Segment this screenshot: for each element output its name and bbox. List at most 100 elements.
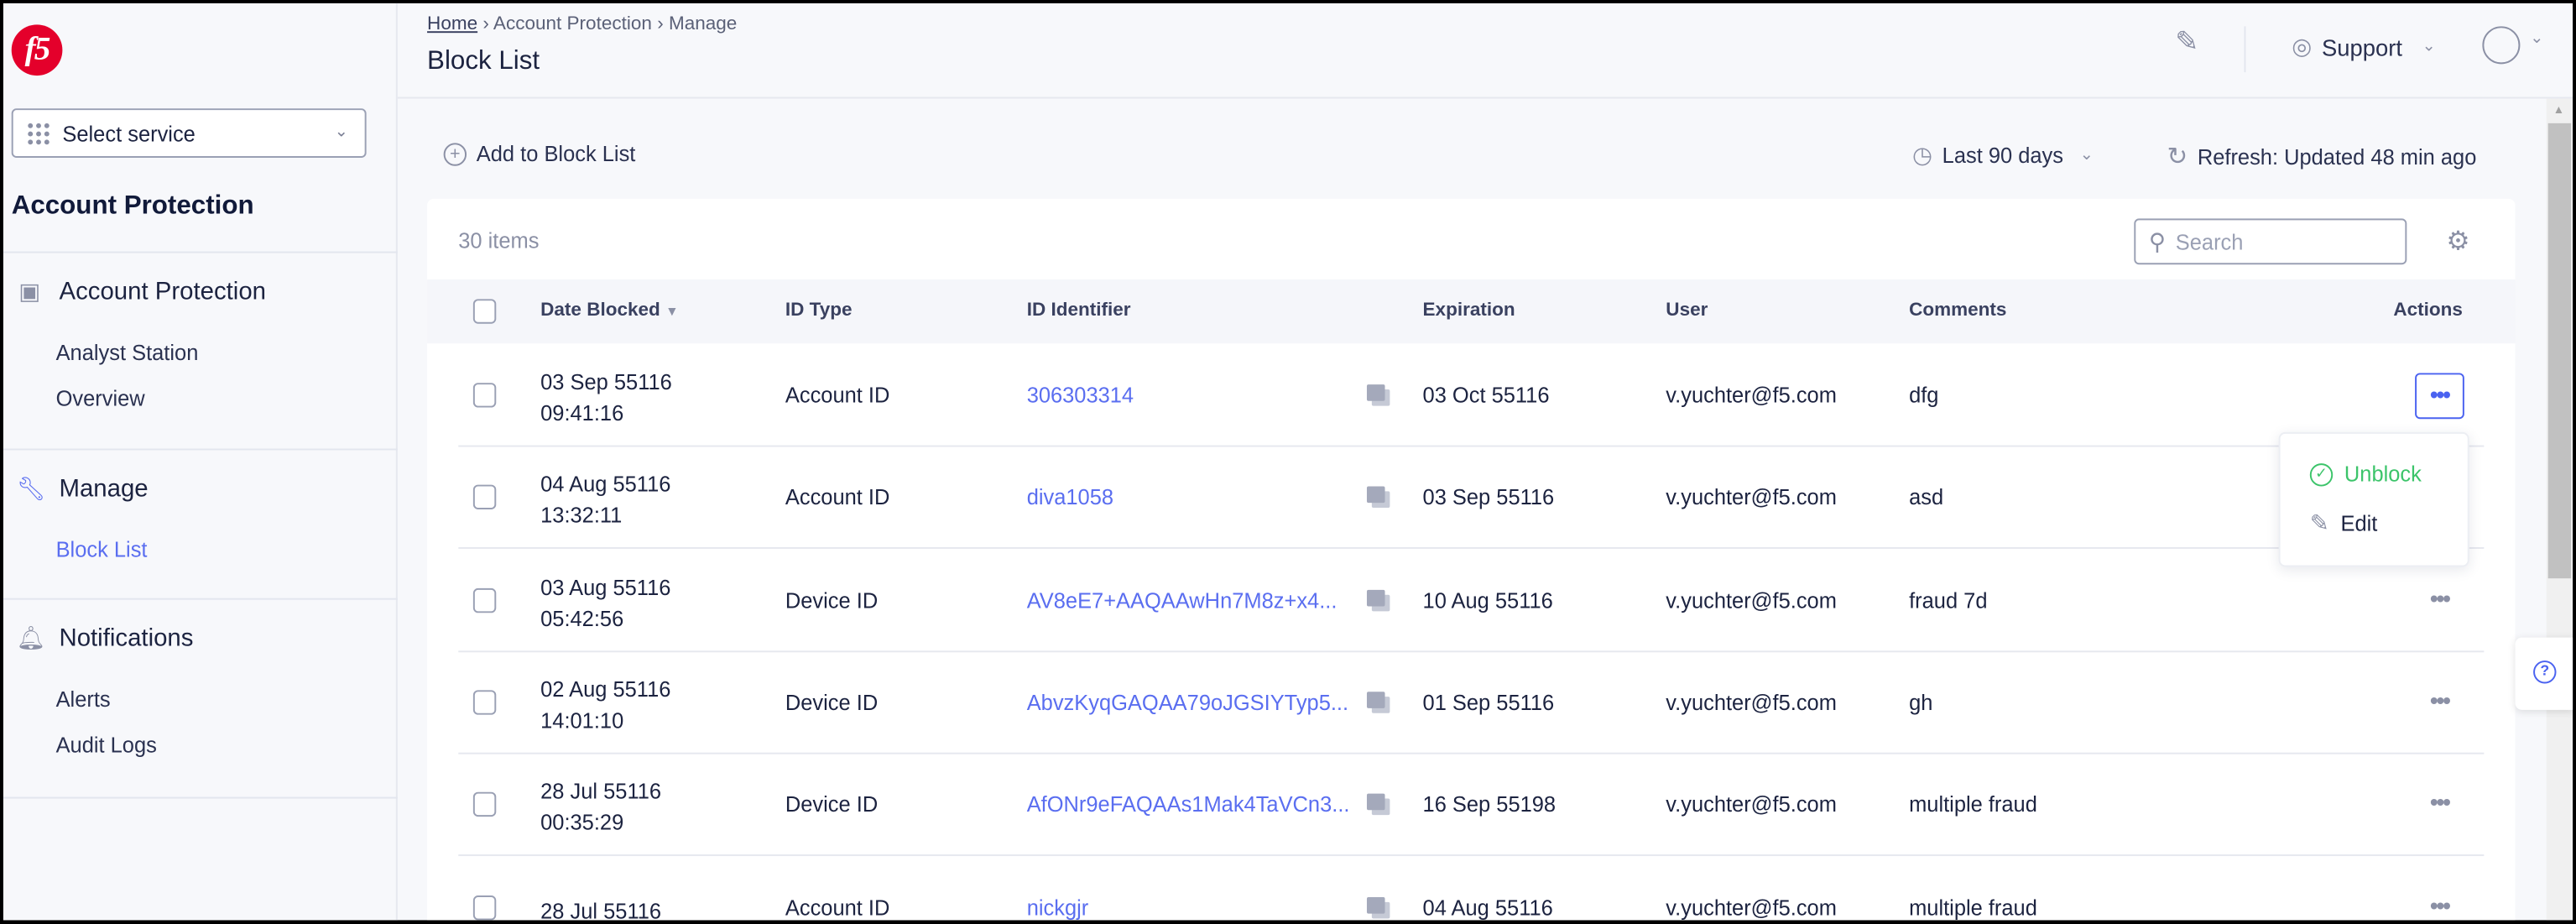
support-label: Support [2321,34,2402,60]
add-to-block-list-button[interactable]: + Add to Block List [443,141,636,166]
row-divider [458,445,2485,447]
comments-cell: gh [1909,690,1933,715]
search-icon: ⚲ [2148,227,2167,254]
chevron-down-icon: ⌄ [2079,146,2094,164]
section-label: Notifications [59,624,194,653]
row-checkbox[interactable] [472,485,497,510]
id-identifier-link[interactable]: diva1058 [1026,485,1114,510]
refresh-icon: ↻ [2167,143,2188,171]
column-comments: Comments [1909,300,2007,321]
date-blocked-cell: 28 Jul 55116 [540,895,661,920]
sidebar-item-alerts[interactable]: Alerts [55,686,111,712]
date-range-dropdown[interactable]: ◷ Last 90 days ⌄ [1912,141,2094,169]
comments-cell: fraud 7d [1909,587,1988,613]
sidebar-item-overview[interactable]: Overview [55,386,145,411]
date: 28 Jul 55116 [540,897,662,921]
id-type-cell: Device ID [785,792,879,817]
unblock-menu-item[interactable]: ✓ Unblock [2309,462,2422,487]
chevron-right-icon: › [482,14,493,35]
time: 00:35:29 [540,810,624,835]
more-actions-button[interactable]: ••• [2430,789,2451,816]
copy-icon[interactable] [1366,589,1390,611]
row-checkbox[interactable] [472,792,497,817]
copy-icon[interactable] [1366,794,1390,816]
sidebar-section-notifications[interactable]: 🔔︎ Notifications [17,624,194,652]
column-date-blocked[interactable]: Date Blocked ▼ [540,300,679,321]
date-blocked-cell: 04 Aug 55116 13:32:11 [540,469,670,531]
main-content: Home › Account Protection › Manage Block… [397,3,2573,921]
id-type-cell: Account ID [785,485,890,510]
copy-icon[interactable] [1366,384,1390,406]
section-label: Manage [59,474,149,504]
f5-logo[interactable]: f5 [11,24,63,76]
dashboard-icon: ▣ [18,277,41,305]
id-type-cell: Account ID [785,383,890,408]
user-cell: v.yuchter@f5.com [1666,587,1837,613]
select-all-checkbox[interactable] [472,299,497,324]
scrollbar-thumb[interactable] [2547,123,2572,579]
row-divider [458,547,2485,550]
column-expiration: Expiration [1422,300,1515,321]
sidebar-item-audit-logs[interactable]: Audit Logs [55,733,157,758]
select-service-dropdown[interactable]: Select service ⌄ [11,108,367,158]
chevron-down-icon: ⌄ [2422,38,2436,56]
column-actions: Actions [2393,300,2463,321]
row-checkbox[interactable] [472,895,497,920]
copy-icon[interactable] [1366,487,1390,509]
add-label: Add to Block List [476,141,636,166]
question-icon: ? [2533,660,2557,684]
copy-icon[interactable] [1366,692,1390,713]
refresh-button[interactable]: ↻ Refresh: Updated 48 min ago [2167,141,2476,170]
id-identifier-link[interactable]: AV8eE7+AAQAAwHn7M8z+x4... [1026,587,1338,613]
row-checkbox[interactable] [472,690,497,715]
edit-menu-item[interactable]: ✎ Edit [2310,509,2378,537]
date: 03 Aug 55116 [540,574,671,599]
sidebar-item-block-list[interactable]: Block List [55,537,148,562]
copy-icon[interactable] [1366,896,1390,918]
sidebar-section-account-protection[interactable]: ▣ Account Protection [17,278,266,305]
breadcrumb-account-protection: Account Protection [493,14,652,35]
date-blocked-cell: 02 Aug 55116 14:01:10 [540,674,670,736]
sidebar-item-analyst-station[interactable]: Analyst Station [55,340,199,365]
date: 28 Jul 55116 [540,779,662,804]
gear-icon[interactable]: ⚙ [2446,228,2470,257]
block-list-table: 30 items ⚲ Search ⚙ Date Blocked ▼ ID Ty… [427,198,2516,921]
divider [2244,26,2246,73]
breadcrumb-home[interactable]: Home [427,14,478,35]
row-checkbox[interactable] [472,587,497,613]
more-actions-button[interactable]: ••• [2415,373,2464,420]
user-avatar-icon[interactable] [2482,26,2521,65]
divider [3,251,398,253]
grid-icon [28,122,50,144]
chevron-down-icon[interactable]: ⌄ [2530,29,2544,48]
sidebar-section-manage[interactable]: 🔧︎ Manage [17,475,149,503]
wrench-icon: 🔧︎ [16,474,46,502]
date: 04 Aug 55116 [540,472,671,497]
search-input[interactable]: ⚲ Search [2134,218,2407,265]
table-header: Date Blocked ▼ ID Type ID Identifier Exp… [427,279,2516,344]
more-actions-button[interactable]: ••• [2430,891,2451,918]
pen-icon[interactable]: ✎ [2175,26,2199,58]
support-menu[interactable]: ◎ Support ⌄ [2292,33,2436,60]
scroll-up-arrow-icon[interactable]: ▲ [2553,105,2565,117]
row-divider [458,854,2485,857]
comments-cell: multiple fraud [1909,792,2037,817]
id-identifier-link[interactable]: AfONr9eFAQAAs1Mak4TaVCn3... [1026,792,1350,817]
more-actions-button[interactable]: ••• [2430,584,2451,611]
row-checkbox[interactable] [472,383,497,408]
id-identifier-link[interactable]: AbvzKyqGAQAA79oJGSIYTyp5... [1026,690,1349,715]
divider [3,796,398,799]
id-identifier-link[interactable]: nickgjr [1026,895,1089,920]
id-identifier-link[interactable]: 306303314 [1026,383,1134,408]
breadcrumb-manage: Manage [668,14,738,35]
table-row: 28 Jul 55116 Account ID nickgjr 04 Aug 5… [427,857,2515,920]
sidebar-title: Account Protection [11,192,254,221]
column-id-type: ID Type [785,300,853,321]
id-type-cell: Account ID [785,895,890,920]
check-circle-icon: ✓ [2309,462,2334,486]
date: 02 Aug 55116 [540,676,671,702]
breadcrumb: Home › Account Protection › Manage [427,15,737,34]
more-actions-button[interactable]: ••• [2430,686,2451,713]
lifebuoy-icon: ◎ [2292,33,2313,60]
help-button[interactable]: ? [2515,637,2573,710]
